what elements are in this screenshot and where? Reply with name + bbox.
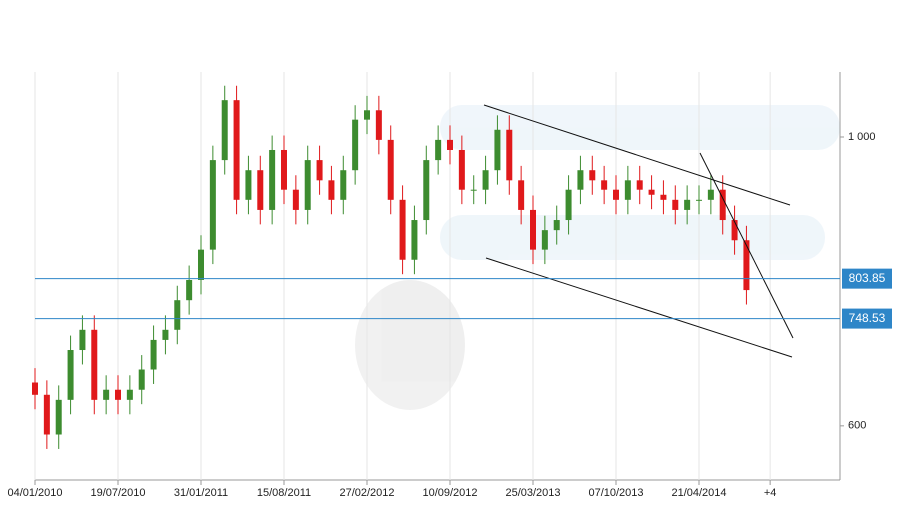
candle-body	[67, 350, 74, 400]
level-label-box	[842, 308, 892, 329]
candle-body	[281, 149, 287, 190]
candle-body	[423, 160, 430, 221]
candle-body	[103, 389, 110, 400]
plot	[32, 72, 771, 480]
candle-body	[613, 189, 619, 200]
candle-body	[553, 220, 560, 231]
candle-body	[684, 199, 691, 210]
candle-body	[269, 149, 276, 210]
candle-body	[589, 170, 596, 181]
candle-body	[387, 139, 394, 200]
candle-body	[624, 180, 631, 200]
candle-body	[115, 389, 121, 400]
x-tick-label: 10/09/2012	[422, 487, 477, 499]
candle-body	[601, 180, 608, 190]
candle-body	[399, 199, 406, 260]
candle-body	[198, 249, 204, 280]
x-tick-label: 21/04/2014	[671, 487, 726, 499]
x-tick-label: +4	[764, 487, 777, 499]
y-tick-label: 600	[848, 420, 866, 432]
candle-body	[126, 389, 133, 400]
level-label: 803.85	[849, 271, 886, 285]
candle-body	[43, 394, 50, 435]
candle-body	[470, 189, 477, 191]
candle-body	[565, 189, 572, 221]
candle-body	[541, 230, 548, 250]
candle-body	[340, 170, 347, 200]
x-tick-label: 07/10/2013	[588, 487, 643, 499]
candle-body	[731, 220, 738, 241]
x-tick-label: 25/03/2013	[505, 487, 560, 499]
candle-body	[707, 189, 714, 200]
candle-body	[328, 180, 335, 200]
candle-body	[209, 160, 216, 250]
candle-body	[743, 240, 750, 291]
candle-body	[636, 180, 643, 190]
trend-line	[483, 104, 791, 206]
candle-body	[292, 189, 299, 210]
candle-body	[55, 399, 62, 435]
watermark-bar	[440, 105, 840, 150]
candle-body	[447, 139, 453, 150]
candle-body	[660, 194, 667, 200]
candle-body	[186, 279, 193, 301]
y-tick-label: 1 000	[848, 131, 876, 143]
candle-body	[245, 170, 252, 200]
candle-body	[364, 110, 370, 120]
candle-body	[316, 160, 323, 181]
candle-body	[577, 170, 584, 190]
level-label: 748.53	[849, 311, 886, 325]
candle-body	[435, 139, 442, 161]
candle-body	[162, 329, 169, 340]
candle-body	[138, 369, 145, 390]
candle-body	[221, 100, 228, 161]
trend-line	[485, 257, 793, 358]
level-label-box	[842, 268, 892, 289]
candle-body	[257, 170, 264, 210]
watermark-bar	[440, 215, 825, 260]
candle-body	[352, 119, 359, 171]
candle-body	[719, 189, 726, 221]
candle-body	[411, 220, 418, 260]
candle-body	[174, 300, 181, 330]
candle-body	[150, 339, 157, 370]
candle-body	[304, 160, 311, 210]
x-tick-label: 19/07/2010	[90, 487, 145, 499]
x-tick-label: 15/08/2011	[257, 487, 311, 499]
candle-body	[648, 189, 655, 195]
x-tick-label: 31/01/2011	[174, 487, 228, 499]
candle-body	[482, 170, 489, 190]
candle-body	[233, 100, 240, 200]
candle-body	[91, 329, 98, 400]
trend-line	[699, 152, 794, 339]
watermark	[355, 105, 840, 410]
candle-body	[458, 149, 465, 190]
x-tick-label: 27/02/2012	[339, 487, 394, 499]
candle-body	[696, 199, 702, 201]
candle-body	[506, 129, 513, 181]
candle-body	[530, 209, 536, 250]
candle-body	[79, 329, 86, 351]
candle-body	[32, 382, 38, 395]
candle-body	[375, 110, 382, 140]
candle-body	[672, 199, 679, 210]
candle-body	[518, 180, 525, 210]
x-tick-label: 04/01/2010	[7, 487, 62, 499]
watermark-drop	[355, 280, 465, 410]
candle-body	[494, 129, 501, 171]
